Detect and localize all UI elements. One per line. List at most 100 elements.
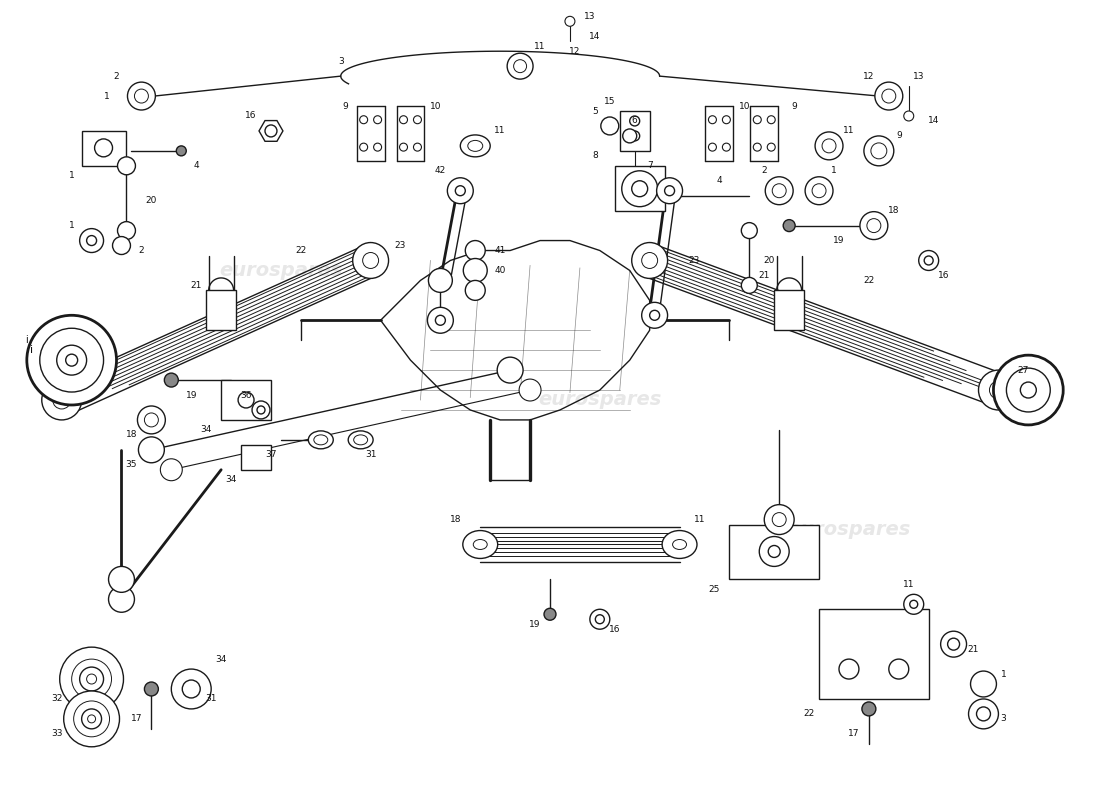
Text: 11: 11 (903, 580, 914, 589)
Circle shape (414, 143, 421, 151)
Ellipse shape (463, 530, 497, 558)
Circle shape (134, 89, 148, 103)
Ellipse shape (672, 539, 686, 550)
Circle shape (139, 437, 164, 462)
Circle shape (631, 242, 668, 278)
Circle shape (81, 709, 101, 729)
Circle shape (947, 638, 959, 650)
Circle shape (741, 278, 757, 294)
Circle shape (650, 310, 660, 320)
Circle shape (87, 674, 97, 684)
Text: 15: 15 (604, 97, 616, 106)
Circle shape (374, 116, 382, 124)
Circle shape (979, 370, 1019, 410)
Text: 1: 1 (69, 171, 75, 180)
Text: 16: 16 (938, 271, 949, 280)
Circle shape (414, 116, 421, 124)
Text: 34: 34 (226, 475, 236, 484)
Circle shape (519, 379, 541, 401)
Text: 20: 20 (763, 256, 774, 265)
Text: 16: 16 (245, 111, 256, 121)
Text: 18: 18 (125, 430, 138, 439)
Circle shape (161, 458, 183, 481)
Circle shape (497, 357, 524, 383)
Circle shape (805, 177, 833, 205)
Text: 17: 17 (131, 714, 142, 723)
Circle shape (428, 269, 452, 292)
Text: 32: 32 (51, 694, 63, 703)
Ellipse shape (460, 135, 491, 157)
Text: 12: 12 (569, 46, 581, 56)
Circle shape (436, 315, 446, 326)
Circle shape (1006, 368, 1050, 412)
Circle shape (867, 218, 881, 233)
Circle shape (463, 258, 487, 282)
Circle shape (109, 566, 134, 592)
Text: 27: 27 (1018, 366, 1028, 374)
Circle shape (1021, 382, 1036, 398)
Circle shape (353, 242, 388, 278)
Text: i: i (25, 335, 29, 346)
Circle shape (772, 513, 786, 526)
Text: 42: 42 (434, 166, 446, 175)
Circle shape (79, 667, 103, 691)
Circle shape (940, 631, 967, 657)
Ellipse shape (308, 431, 333, 449)
Bar (221, 380, 271, 420)
Text: 19: 19 (186, 390, 197, 399)
Text: eurospares: eurospares (788, 520, 911, 539)
Circle shape (970, 671, 997, 697)
Text: 21: 21 (759, 271, 770, 280)
Circle shape (544, 608, 556, 620)
Circle shape (904, 111, 914, 121)
Circle shape (767, 143, 775, 151)
Bar (615, 166, 664, 210)
Text: 18: 18 (888, 206, 900, 215)
Text: 34: 34 (216, 654, 227, 663)
Text: 6: 6 (631, 117, 638, 126)
Bar (81, 131, 126, 166)
Circle shape (812, 184, 826, 198)
Circle shape (448, 178, 473, 204)
Circle shape (754, 143, 761, 151)
Circle shape (663, 190, 675, 202)
Circle shape (112, 237, 131, 254)
Circle shape (708, 143, 716, 151)
Circle shape (465, 241, 485, 261)
Circle shape (265, 125, 277, 137)
Circle shape (66, 354, 78, 366)
Circle shape (465, 281, 485, 300)
Circle shape (164, 373, 178, 387)
Circle shape (95, 139, 112, 157)
Circle shape (657, 178, 682, 204)
Circle shape (764, 505, 794, 534)
Circle shape (629, 116, 640, 126)
Ellipse shape (662, 530, 697, 558)
Circle shape (621, 170, 658, 206)
Circle shape (990, 381, 1008, 399)
Circle shape (172, 669, 211, 709)
Circle shape (399, 116, 407, 124)
Circle shape (53, 391, 70, 409)
Text: 33: 33 (51, 730, 63, 738)
Text: 14: 14 (590, 32, 601, 41)
Circle shape (455, 186, 465, 196)
Circle shape (128, 82, 155, 110)
Circle shape (88, 715, 96, 723)
Circle shape (741, 222, 757, 238)
Circle shape (904, 594, 924, 614)
Circle shape (109, 586, 134, 612)
Text: 3: 3 (1001, 714, 1006, 723)
Circle shape (723, 143, 730, 151)
Text: 25: 25 (708, 585, 720, 594)
Text: 19: 19 (833, 236, 845, 245)
Circle shape (783, 220, 795, 231)
Circle shape (565, 16, 575, 26)
Text: 1: 1 (103, 91, 109, 101)
Text: 1: 1 (69, 221, 75, 230)
Text: 12: 12 (864, 72, 874, 81)
Text: 23: 23 (689, 256, 701, 265)
Bar (820, 610, 928, 699)
Circle shape (815, 132, 843, 160)
Circle shape (118, 157, 135, 174)
